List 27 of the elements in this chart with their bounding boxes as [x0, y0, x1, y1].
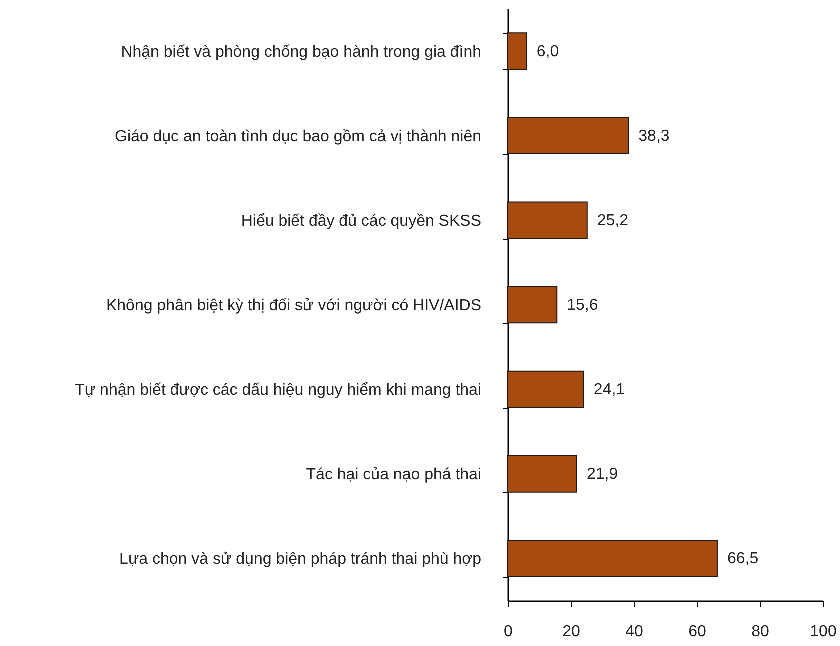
- x-tick-label: 20: [562, 624, 580, 640]
- y-tick-label: Nhận biết và phòng chống bạo hành trong gia đình: [121, 44, 482, 61]
- y-tick-label: Không phân biệt kỳ thị đối sử với người có HIV/AIDS: [106, 298, 482, 314]
- y-tick-label: Tự nhận biết được các dấu hiệu nguy hiểm khi mang thai: [75, 382, 482, 400]
- y-tick-label: Hiểu biết đầy đủ các quyền SKSS: [241, 212, 482, 230]
- data-label: 38,3: [638, 128, 670, 145]
- data-label: 25,2: [597, 212, 629, 230]
- data-label: 15,6: [567, 297, 598, 314]
- bar: [508, 286, 558, 324]
- x-tick-label: 0: [504, 624, 514, 640]
- y-tick-label: Lựa chọn và sử dụng biện pháp tránh thai phù hợp: [120, 551, 482, 568]
- data-label: 66,5: [727, 550, 759, 568]
- data-label: 21,9: [586, 466, 618, 484]
- bar: [508, 540, 718, 578]
- data-label: 24,1: [594, 382, 626, 399]
- bar: [508, 455, 578, 493]
- y-tick-label: Tác hại của nạo phá thai: [306, 466, 482, 484]
- bar: [508, 117, 630, 155]
- x-tick-label: 40: [626, 624, 644, 640]
- x-tick-label: 60: [688, 624, 706, 640]
- bar: [508, 202, 588, 240]
- bar: [508, 370, 584, 408]
- x-tick-label: 80: [752, 624, 770, 640]
- data-label: 6,0: [536, 43, 560, 60]
- x-tick-label: 100: [810, 624, 837, 640]
- y-tick-label: Giáo dục an toàn tình dục bao gồm cả vị thành niên: [115, 128, 482, 146]
- bar: [508, 32, 528, 70]
